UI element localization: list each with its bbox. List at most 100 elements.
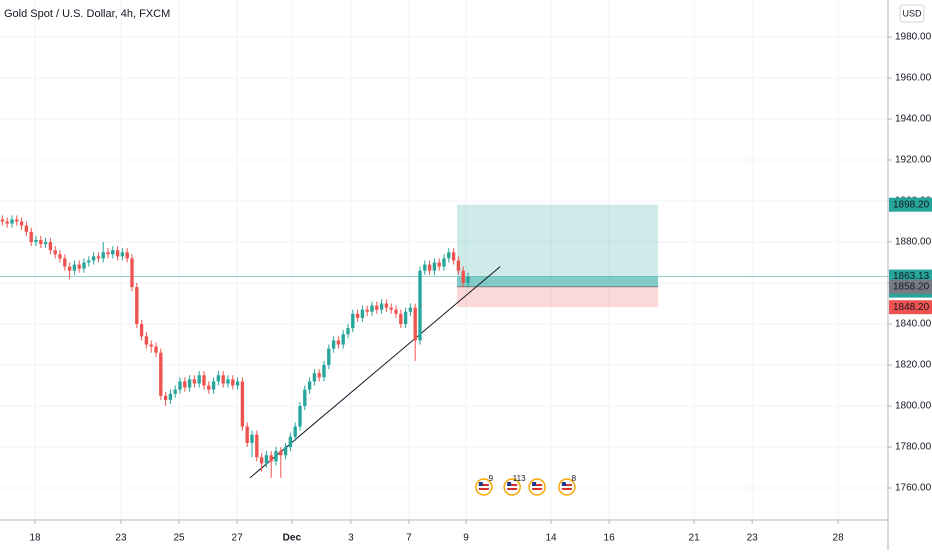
- candle-body: [226, 379, 230, 384]
- candle-body: [211, 381, 216, 390]
- candle-body: [341, 334, 345, 345]
- candle-body: [192, 379, 197, 384]
- candle-body: [379, 303, 384, 310]
- target-price-label-bg: [889, 197, 932, 212]
- x-tick-label: 28: [833, 533, 845, 544]
- candle-body: [187, 379, 192, 388]
- stop-price-label: 1848.20: [893, 302, 930, 313]
- candle-body: [24, 225, 29, 232]
- candle-body: [29, 231, 33, 243]
- event-flag-stripe: [478, 488, 489, 490]
- candle-body: [163, 395, 168, 400]
- candle-body: [355, 313, 360, 318]
- candle-body: [15, 219, 19, 222]
- candle-body: [72, 264, 77, 271]
- currency-label[interactable]: USD: [902, 8, 922, 18]
- x-tick-label: 3: [348, 533, 354, 544]
- candle-body: [264, 455, 269, 464]
- x-tick-label: 14: [545, 533, 557, 544]
- event-flag-stripe: [478, 484, 489, 486]
- candle-body: [202, 375, 206, 386]
- candle-body: [245, 426, 249, 443]
- candle-body: [427, 264, 432, 271]
- candle-body: [317, 373, 321, 378]
- y-tick-label: 1780.00: [895, 442, 932, 453]
- candle-body: [365, 309, 369, 312]
- candle-body: [168, 393, 173, 400]
- candle-body: [432, 262, 437, 271]
- open-pnl-zone: [456, 276, 659, 287]
- candle-body: [19, 221, 24, 226]
- entry-price-label: 1858.20: [893, 281, 930, 292]
- event-count: 9: [489, 474, 494, 483]
- candle-body: [346, 328, 350, 335]
- candle-body: [269, 455, 273, 462]
- candle-body: [5, 221, 9, 224]
- candle-body: [115, 250, 120, 257]
- candle-body: [139, 324, 144, 337]
- candle-body: [0, 219, 5, 222]
- x-tick-label: Dec: [283, 533, 302, 544]
- candle-body: [322, 365, 326, 378]
- x-tick-label: 27: [232, 533, 244, 544]
- candle-body: [96, 256, 101, 259]
- event-flag-stripe: [507, 484, 518, 486]
- y-tick-label: 1800.00: [895, 401, 932, 412]
- candle-body: [130, 258, 134, 288]
- candle-body: [183, 381, 187, 388]
- candle-body: [259, 457, 264, 464]
- candle-body: [451, 252, 456, 261]
- target-price-label: 1898.20: [893, 199, 930, 210]
- y-tick-label: 1960.00: [895, 73, 932, 84]
- candle-body: [34, 239, 38, 243]
- candle-body: [293, 426, 297, 437]
- candle-body: [250, 434, 254, 443]
- candle-body: [231, 379, 235, 386]
- candle-body: [307, 381, 312, 390]
- profit-zone: [456, 204, 659, 287]
- candle-body: [216, 375, 221, 382]
- candle-body: [87, 260, 91, 263]
- event-flag-canton: [507, 482, 512, 486]
- y-tick-label: 1940.00: [895, 114, 932, 125]
- candle-body: [288, 436, 293, 448]
- candle-body: [336, 340, 341, 345]
- candle-body: [207, 385, 211, 390]
- candle-body: [39, 239, 43, 245]
- x-tick-label: 7: [406, 533, 412, 544]
- x-tick-label: 23: [747, 533, 759, 544]
- chart-title: Gold Spot / U.S. Dollar, 4h, FXCM: [4, 8, 170, 20]
- candle-body: [303, 389, 307, 407]
- candle-body: [279, 451, 283, 456]
- x-tick-label: 9: [463, 533, 469, 544]
- candle-body: [120, 252, 125, 257]
- overlay: [0, 204, 888, 479]
- candle-body: [399, 313, 403, 325]
- candle-body: [255, 434, 259, 458]
- candle-body: [178, 381, 182, 390]
- candle-body: [154, 346, 158, 353]
- candle-body: [48, 242, 53, 251]
- candle-body: [408, 307, 413, 312]
- loss-zone: [456, 286, 659, 308]
- candle-body: [82, 262, 86, 269]
- candle-body: [125, 252, 129, 259]
- candle-body: [53, 250, 57, 255]
- candle-body: [111, 250, 115, 255]
- entry-price-label-bg: [889, 279, 932, 294]
- candle-body: [106, 252, 110, 255]
- candle-body: [375, 305, 379, 310]
- candle-body: [67, 266, 72, 271]
- y-tick-label: 1820.00: [895, 360, 932, 371]
- candle-body: [394, 309, 398, 314]
- candle-body: [135, 287, 139, 325]
- candle-body: [159, 352, 163, 396]
- candle-body: [384, 303, 389, 308]
- candle-body: [331, 340, 336, 349]
- event-flag-stripe: [561, 484, 572, 486]
- candle-body: [413, 307, 417, 341]
- candle-body: [283, 447, 288, 456]
- currency-button[interactable]: [899, 4, 925, 23]
